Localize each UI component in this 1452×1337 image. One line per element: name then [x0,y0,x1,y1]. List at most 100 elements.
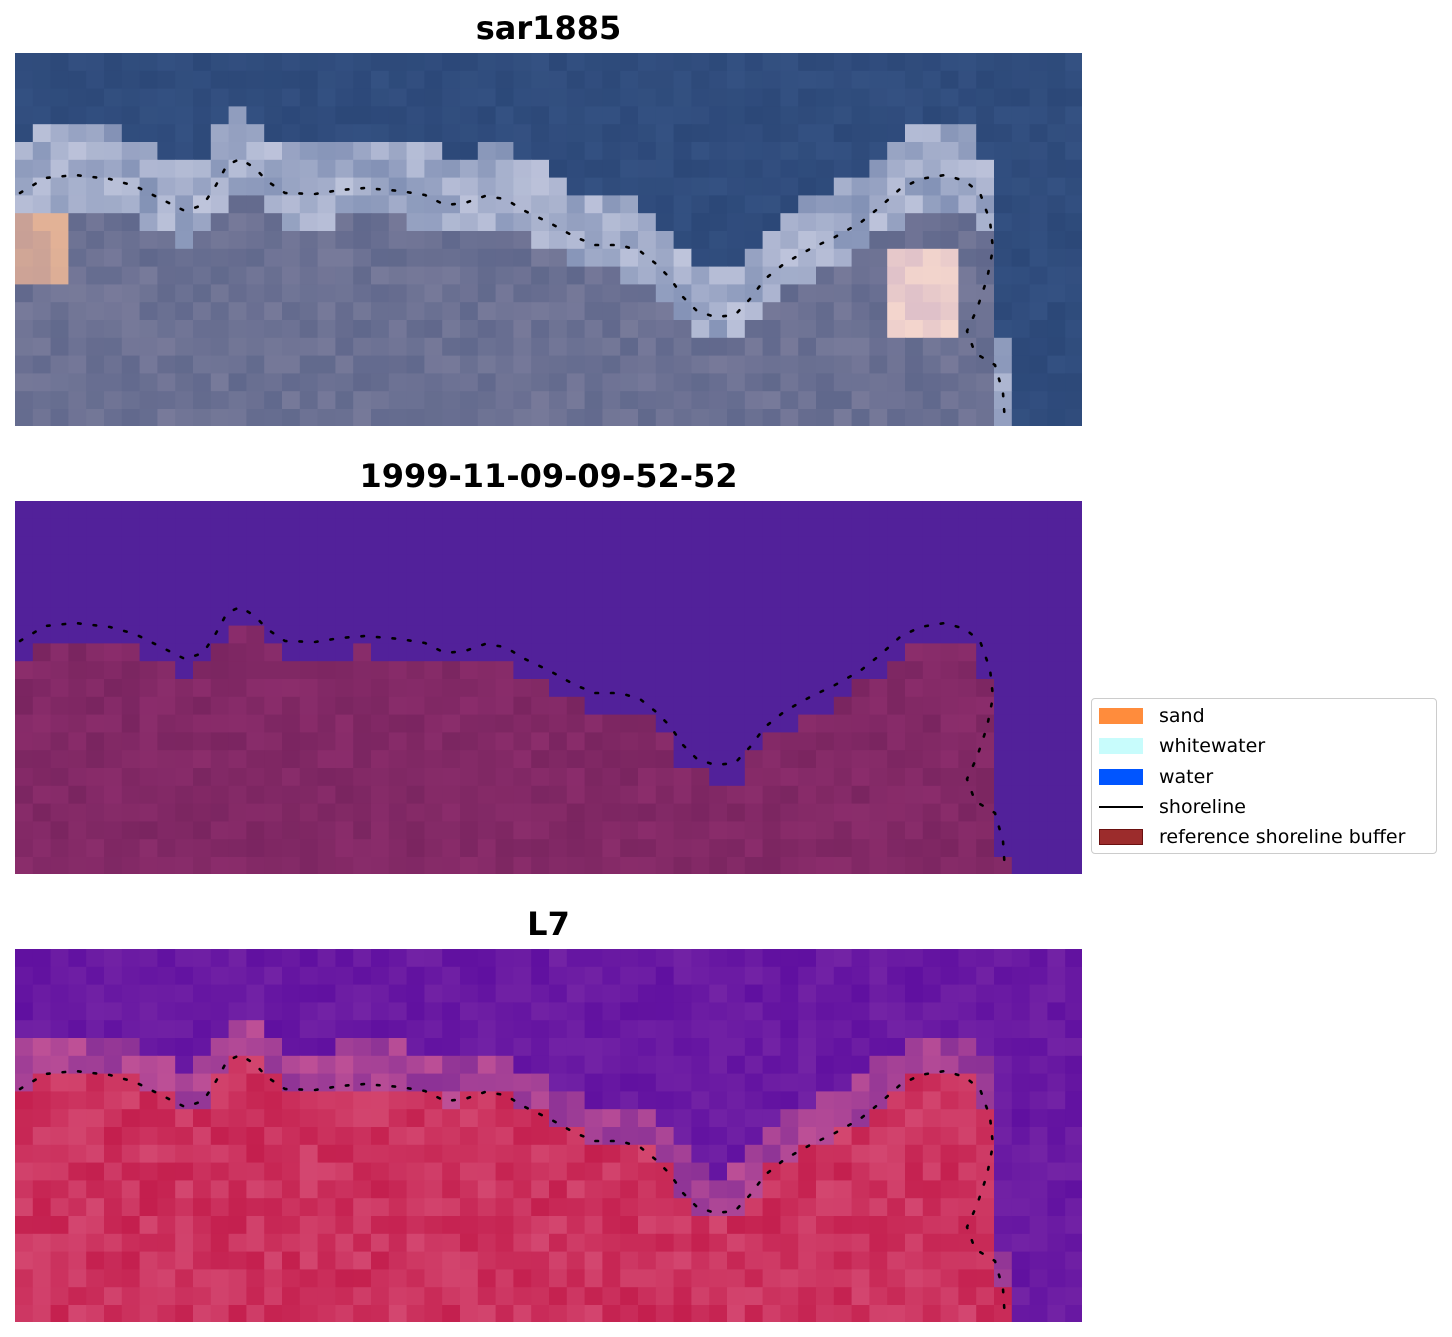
image-pixel [620,1198,639,1217]
image-pixel [620,803,639,822]
image-pixel [193,106,212,125]
image-pixel [86,518,105,538]
image-pixel [50,124,69,143]
image-pixel [353,1020,372,1039]
image-pixel [905,106,924,125]
image-pixel [602,70,621,90]
image-pixel [104,839,123,858]
image-pixel [371,88,390,107]
image-pixel [175,643,194,662]
image-pixel [887,284,906,303]
image-pixel [1011,124,1031,143]
image-pixel [495,607,514,627]
image-pixel [691,53,710,72]
image-pixel [798,1073,817,1092]
image-pixel [210,1180,230,1199]
image-pixel [584,142,603,161]
image-pixel [691,821,710,840]
image-pixel [976,1251,995,1270]
image-pixel [958,803,977,822]
image-pixel [210,714,230,733]
image-pixel [353,391,372,410]
image-pixel [104,266,123,285]
legend-label-reference-buffer: reference shoreline buffer [1159,826,1406,848]
image-pixel [602,1305,621,1322]
image-pixel [104,231,123,250]
image-pixel [1029,1038,1048,1057]
image-pixel [175,821,194,840]
image-pixel [139,1055,158,1075]
image-pixel [299,839,319,858]
image-pixel [157,177,176,196]
legend-label-water: water [1159,766,1214,788]
image-pixel [86,373,105,392]
image-pixel [15,1233,34,1253]
image-pixel [584,1216,603,1235]
image-pixel [86,1233,105,1253]
image-pixel [887,785,906,805]
image-pixel [566,1127,586,1146]
image-pixel [549,1091,568,1110]
image-pixel [727,821,746,840]
image-pixel [638,1038,657,1057]
image-pixel [15,949,34,968]
image-pixel [994,1055,1013,1075]
image-pixel [353,320,372,339]
image-pixel [371,391,390,410]
image-pixel [602,1002,621,1021]
image-pixel [121,391,141,410]
image-pixel [317,124,336,143]
image-pixel [673,284,692,303]
image-pixel [851,231,870,250]
image-pixel [388,625,408,644]
image-pixel [228,1216,247,1235]
image-pixel [228,142,247,161]
image-pixel [531,1198,550,1217]
image-pixel [50,607,69,627]
image-pixel [602,803,621,822]
image-pixel [121,1091,141,1110]
image-pixel [602,409,621,426]
image-pixel [282,554,301,573]
image-pixel [602,124,621,143]
image-pixel [869,409,888,426]
image-pixel [691,607,710,627]
image-pixel [15,984,34,1003]
image-pixel [495,768,514,787]
image-pixel [762,768,781,787]
image-pixel [406,124,425,143]
image-pixel [388,590,408,609]
image-pixel [869,248,888,268]
image-pixel [655,1055,675,1075]
image-pixel [299,159,319,179]
image-pixel [887,536,906,555]
image-pixel [210,355,230,374]
image-pixel [495,1109,514,1128]
image-pixel [673,106,692,125]
image-pixel [86,195,105,214]
image-pixel [246,501,265,520]
image-pixel [691,679,710,698]
image-pixel [869,1055,888,1075]
image-pixel [976,231,995,250]
image-pixel [121,195,141,214]
image-pixel [1011,355,1031,374]
image-pixel [1029,661,1048,680]
image-pixel [264,949,283,968]
image-pixel [442,1002,461,1021]
image-pixel [922,1020,942,1039]
image-pixel [744,1287,764,1306]
image-pixel [460,750,479,769]
image-pixel [549,1287,568,1306]
image-pixel [762,284,781,303]
image-pixel [104,984,123,1003]
image-pixel [869,124,888,143]
image-pixel [531,590,550,609]
image-pixel [940,1162,959,1181]
image-pixel [709,661,728,680]
image-pixel [549,949,568,968]
image-pixel [32,949,52,968]
image-pixel [495,821,514,840]
image-pixel [549,966,568,986]
image-pixel [371,266,390,285]
